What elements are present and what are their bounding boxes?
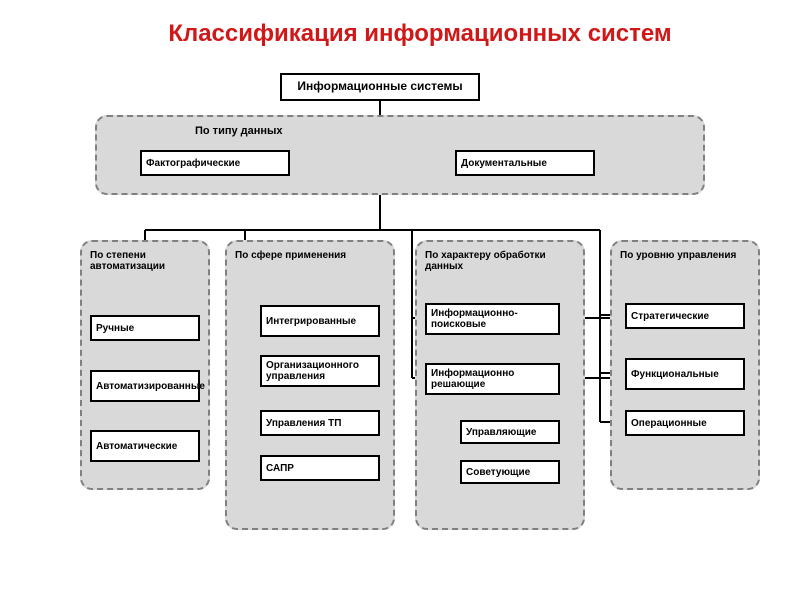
box-management-0: Стратегические	[625, 303, 745, 329]
box-data-type-0: Фактографические	[140, 150, 290, 176]
group-label-application: По сфере применения	[235, 250, 346, 261]
root-box-label: Информационные системы	[297, 80, 462, 93]
box-processing-0: Информационно-поисковые	[425, 303, 560, 335]
box-processing-2: Управляющие	[460, 420, 560, 444]
group-label-automation: По степени автоматизации	[90, 250, 200, 272]
box-processing-3: Советующие	[460, 460, 560, 484]
box-processing-1: Информационно решающие	[425, 363, 560, 395]
box-management-1: Функциональные	[625, 358, 745, 390]
box-application-0: Интегрированные	[260, 305, 380, 337]
box-application-3: САПР	[260, 455, 380, 481]
root-box: Информационные системы	[280, 73, 480, 101]
box-automation-2: Автоматические	[90, 430, 200, 462]
page-title: Классификация информационных систем	[70, 20, 770, 48]
box-automation-0: Ручные	[90, 315, 200, 341]
box-automation-1: Автоматизированные	[90, 370, 200, 402]
box-application-2: Управления ТП	[260, 410, 380, 436]
box-management-2: Операционные	[625, 410, 745, 436]
group-label-data-type: По типу данных	[195, 125, 283, 137]
group-label-management: По уровню управления	[620, 250, 736, 261]
group-label-processing: По характеру обработки данных	[425, 250, 575, 272]
box-application-1: Организационного управления	[260, 355, 380, 387]
box-data-type-1: Документальные	[455, 150, 595, 176]
